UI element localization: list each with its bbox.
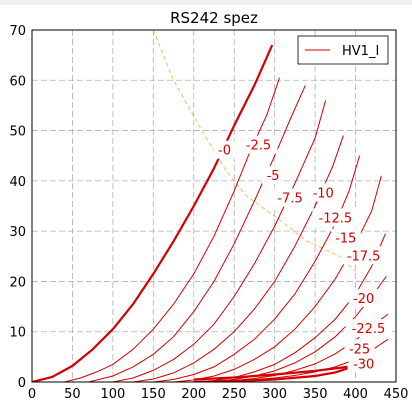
curve-label-bg bbox=[213, 140, 236, 159]
curve-label-bg bbox=[262, 165, 285, 184]
curve-label-bg bbox=[348, 289, 379, 308]
window-top-band bbox=[0, 0, 412, 5]
curve-label-bg bbox=[312, 208, 359, 227]
legend-entry: HV1_I bbox=[342, 44, 379, 59]
curve-label-bg bbox=[330, 228, 361, 247]
curve-label: -0 bbox=[218, 144, 231, 159]
curve-label-bg bbox=[348, 354, 379, 373]
y-tick-labels: 0 10 20 30 40 50 60 70 bbox=[9, 24, 26, 391]
limit-curve-line bbox=[152, 30, 356, 272]
curve-label: -12.5 bbox=[319, 212, 353, 227]
series-line-2 bbox=[88, 85, 306, 382]
y-tick-label: 20 bbox=[9, 275, 26, 290]
x-tick-label: 400 bbox=[343, 387, 368, 402]
x-tick-label: 100 bbox=[100, 387, 125, 402]
series-line-12 bbox=[193, 365, 348, 381]
x-tick-labels: 0 50 100 150 200 250 300 350 400 450 bbox=[28, 387, 409, 402]
y-tick-label: 50 bbox=[9, 125, 26, 140]
x-tick-label: 0 bbox=[28, 387, 36, 402]
curve-label: -5 bbox=[267, 169, 280, 184]
curve-label: -2.5 bbox=[246, 139, 271, 154]
legend: HV1_I bbox=[297, 35, 389, 65]
y-tick-label: 70 bbox=[9, 24, 26, 39]
series-line-3 bbox=[112, 100, 327, 382]
x-tick-label: 50 bbox=[64, 387, 81, 402]
x-tick-label: 450 bbox=[384, 387, 409, 402]
curve-label: -20 bbox=[353, 292, 374, 307]
curve-label: -7.5 bbox=[277, 191, 302, 206]
x-tick-label: 200 bbox=[181, 387, 206, 402]
curve-label: -25 bbox=[349, 342, 370, 357]
chart-title: RS242 spez bbox=[170, 9, 258, 27]
curve-label: -30 bbox=[353, 357, 374, 372]
limit-curve bbox=[152, 30, 356, 272]
curve-label-bg bbox=[308, 183, 339, 202]
curve-label: -10 bbox=[313, 186, 334, 201]
y-tick-label: 60 bbox=[9, 74, 26, 89]
y-tick-label: 40 bbox=[9, 175, 26, 190]
curve-label-bg bbox=[340, 246, 387, 265]
y-tick-label: 10 bbox=[9, 326, 26, 341]
grid bbox=[32, 30, 396, 382]
x-tick-label: 150 bbox=[141, 387, 166, 402]
series-line-11 bbox=[193, 367, 348, 382]
x-tick-label: 250 bbox=[222, 387, 247, 402]
curve-label-bg bbox=[239, 135, 278, 154]
y-tick-label: 0 bbox=[18, 376, 26, 391]
series-line-8 bbox=[193, 276, 387, 382]
y-tick-label: 30 bbox=[9, 225, 26, 240]
x-tick-label: 300 bbox=[262, 387, 287, 402]
curve-label: -17.5 bbox=[347, 249, 381, 264]
curve-labels: -0 -2.5 -5 -7.5 -10 -12.5 -15 -17.5 -20 -22.5 -25-… bbox=[213, 135, 392, 373]
curve-label: -15 bbox=[335, 232, 356, 247]
curve-label-bg bbox=[345, 319, 392, 338]
series-line-0 bbox=[32, 44, 274, 382]
series-line-1 bbox=[64, 77, 280, 382]
plot-frame bbox=[31, 29, 397, 383]
curve-label-bg bbox=[344, 339, 375, 358]
curve-label-bg bbox=[271, 188, 310, 207]
x-tick-label: 350 bbox=[303, 387, 328, 402]
curve-label: -22.5 bbox=[352, 322, 386, 337]
